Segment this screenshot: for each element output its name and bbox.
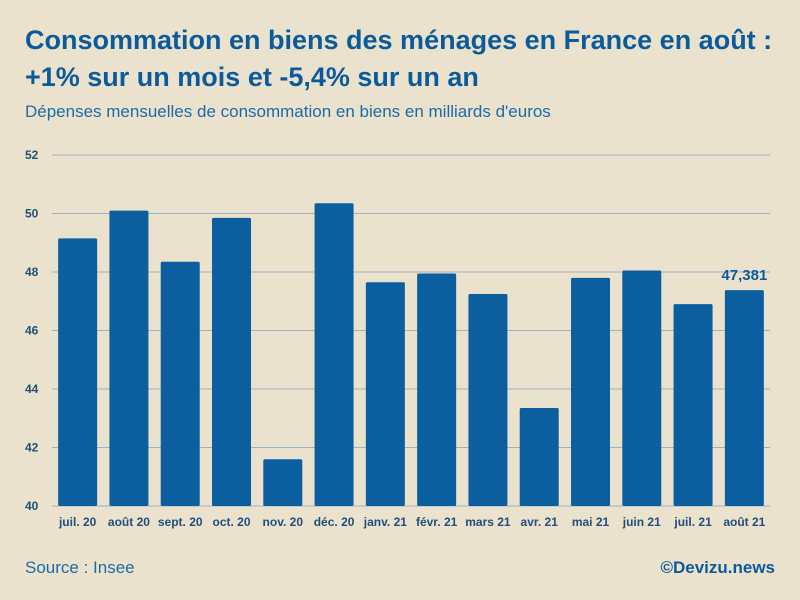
x-tick-label: août 21 [723,515,765,529]
data-label: 47,381 [721,267,767,284]
bar-9 [468,293,508,506]
x-tick-label: sept. 20 [158,515,203,529]
x-tick-label: juin 21 [622,515,661,529]
x-tick-label: févr. 21 [416,515,458,529]
bar-1 [58,238,98,507]
y-tick-label: 44 [25,382,39,396]
x-tick-label: juil. 21 [673,515,712,529]
y-tick-label: 40 [25,499,39,513]
chart-title: Consommation en biens des ménages en Fra… [25,25,773,92]
y-tick-label: 46 [25,324,39,338]
bar-6 [314,203,354,506]
x-tick-label: nov. 20 [263,515,304,529]
source-note: Source : Insee [25,558,135,577]
bar-7 [365,282,405,506]
bar-4 [212,217,251,506]
x-tick-label: janv. 21 [363,515,407,529]
y-tick-label: 42 [25,441,39,455]
bar-2 [109,210,149,506]
x-tick-label: juil. 20 [58,515,97,529]
x-tick-label: août 20 [108,515,150,529]
x-tick-label: oct. 20 [212,515,250,529]
bar-12 [622,270,662,506]
brand-credit: ©Devizu.news [660,558,775,577]
y-tick-label: 52 [25,148,39,162]
y-tick-label: 48 [25,265,39,279]
x-tick-label: mars 21 [465,515,511,529]
bar-10 [519,408,559,506]
x-tick-label: déc. 20 [314,515,355,529]
bar-8 [417,273,457,506]
bar-13 [673,304,713,506]
bar-11 [571,277,610,506]
bar-14 [724,290,764,506]
label-layer: juil. 20 août 20 sept. 20 oct. 20 nov. 20 déc… [58,267,767,529]
bar-5 [263,459,303,506]
bar-layer [58,203,764,507]
x-tick-label: mai 21 [572,515,610,529]
chart-subtitle: Dépenses mensuelles de consommation en b… [25,102,551,121]
bar-3 [160,261,200,506]
x-tick-label: avr. 21 [521,515,559,529]
y-tick-label: 50 [25,207,39,221]
